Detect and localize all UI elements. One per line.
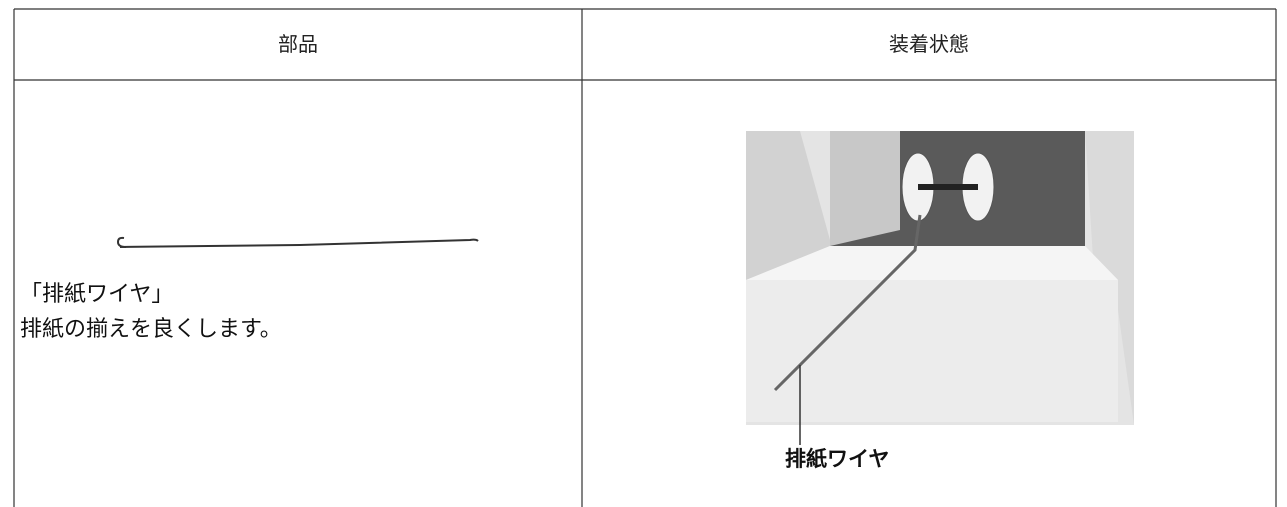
table-grid <box>13 8 1277 507</box>
part-description: 排紙の揃えを良くします。 <box>20 317 282 342</box>
wire-illustration <box>116 236 479 248</box>
part-title: 「排紙ワイヤ」 <box>20 282 173 307</box>
installed-photo <box>746 131 1134 445</box>
photo-callout: 排紙ワイヤ <box>785 447 889 471</box>
header-cell: 装着状態 <box>889 32 969 56</box>
header-cell: 部品 <box>278 32 318 56</box>
